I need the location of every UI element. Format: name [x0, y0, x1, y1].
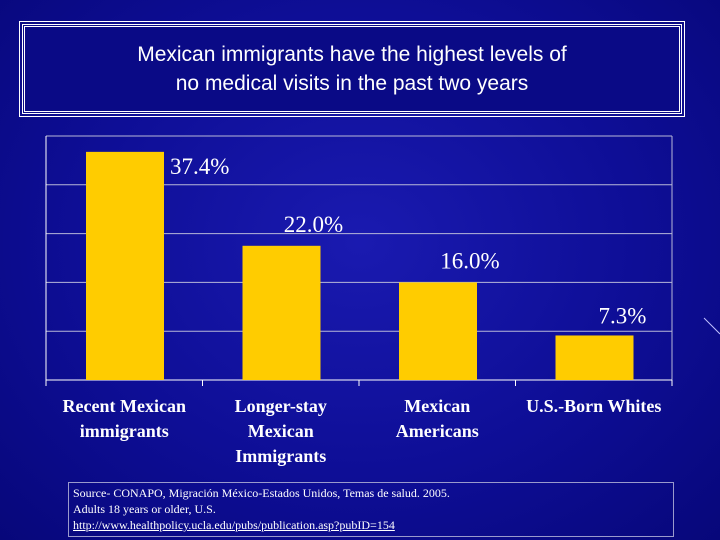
source-note: Source- CONAPO, Migración México-Estados… — [68, 482, 674, 537]
slide-title-line-1: Mexican immigrants have the highest leve… — [137, 43, 567, 66]
category-label: Mexican Americans — [396, 396, 479, 441]
category-label-line: Mexican — [404, 396, 470, 416]
slide-title: Mexican immigrants have the highest leve… — [19, 21, 685, 117]
data-label: 7.3% — [599, 303, 647, 328]
data-label: 16.0% — [440, 248, 499, 273]
bar — [86, 151, 164, 380]
category-label-line: Immigrants — [235, 446, 326, 466]
category-label: Longer-stay Mexican Immigrants — [235, 396, 327, 466]
data-label: 37.4% — [170, 154, 229, 179]
source-link[interactable]: http://www.healthpolicy.ucla.edu/pubs/pu… — [73, 518, 395, 532]
category-label-line: Longer-stay — [235, 396, 327, 416]
source-citation: Source- CONAPO, Migración México-Estados… — [73, 486, 450, 500]
category-label-line: Recent Mexican — [63, 396, 186, 416]
bar — [555, 335, 634, 380]
category-label-line: Mexican — [248, 421, 314, 441]
decorative-line — [703, 317, 720, 335]
category-label-line: Americans — [396, 421, 479, 441]
category-label: Recent Mexican immigrants — [63, 396, 186, 441]
slide-title-line-2: no medical visits in the past two years — [175, 72, 529, 95]
category-label-line: immigrants — [80, 421, 169, 441]
bar — [242, 245, 321, 380]
category-label: U.S.-Born Whites — [526, 396, 661, 416]
bar — [399, 282, 477, 380]
source-population: Adults 18 years or older, U.S. — [73, 502, 216, 516]
category-label-line: U.S.-Born Whites — [526, 396, 661, 416]
data-label: 22.0% — [284, 212, 343, 237]
